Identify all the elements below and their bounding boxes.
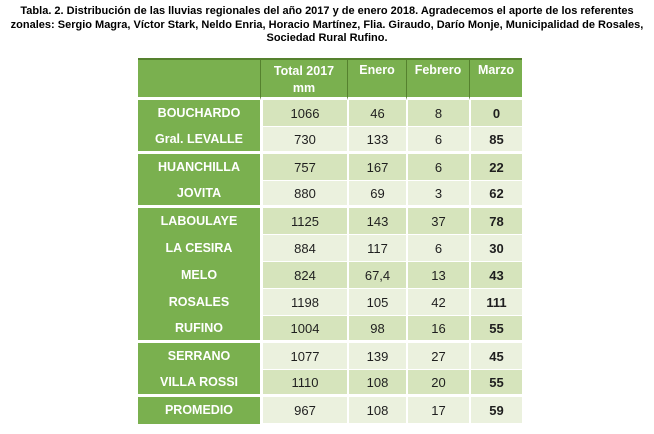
- table-row: BOUCHARDO 1066 46 8 0: [138, 100, 522, 127]
- table-row: JOVITA 880 69 3 62: [138, 181, 522, 208]
- cell-marzo: 78: [469, 208, 522, 235]
- table-body: BOUCHARDO 1066 46 8 0 Gral. LEVALLE 730 …: [138, 100, 522, 424]
- cell-enero: 167: [347, 154, 406, 181]
- row-label: VILLA ROSSI: [138, 370, 260, 397]
- cell-febrero: 37: [406, 208, 469, 235]
- row-label: SERRANO: [138, 343, 260, 370]
- cell-enero: 98: [347, 316, 406, 343]
- column-header-enero: Enero: [347, 58, 406, 100]
- cell-total: 730: [260, 127, 347, 154]
- cell-marzo: 62: [469, 181, 522, 208]
- column-header-total-line1: Total 2017: [273, 64, 335, 78]
- row-label: MELO: [138, 262, 260, 289]
- cell-enero: 108: [347, 397, 406, 424]
- cell-enero: 133: [347, 127, 406, 154]
- cell-marzo: 0: [469, 100, 522, 127]
- cell-total: 1110: [260, 370, 347, 397]
- table-row: RUFINO 1004 98 16 55: [138, 316, 522, 343]
- table-row: LA CESIRA 884 117 6 30: [138, 235, 522, 262]
- table-row: LABOULAYE 1125 143 37 78: [138, 208, 522, 235]
- cell-marzo: 22: [469, 154, 522, 181]
- row-label: JOVITA: [138, 181, 260, 208]
- rainfall-table: Total 2017 mm Enero Febrero Marzo BOUCHA…: [138, 58, 522, 424]
- cell-marzo: 45: [469, 343, 522, 370]
- column-header-total: Total 2017 mm: [260, 58, 347, 100]
- header-row: Total 2017 mm Enero Febrero Marzo: [138, 58, 522, 100]
- table-row: Gral. LEVALLE 730 133 6 85: [138, 127, 522, 154]
- row-label: BOUCHARDO: [138, 100, 260, 127]
- row-label: HUANCHILLA: [138, 154, 260, 181]
- table-caption: Tabla. 2. Distribución de las lluvias re…: [10, 5, 644, 44]
- cell-enero: 46: [347, 100, 406, 127]
- cell-total: 1077: [260, 343, 347, 370]
- cell-marzo: 43: [469, 262, 522, 289]
- column-header-febrero: Febrero: [406, 58, 469, 100]
- cell-total: 1125: [260, 208, 347, 235]
- table-row: HUANCHILLA 757 167 6 22: [138, 154, 522, 181]
- cell-febrero: 16: [406, 316, 469, 343]
- table-row: MELO 824 67,4 13 43: [138, 262, 522, 289]
- cell-total: 1066: [260, 100, 347, 127]
- cell-febrero: 6: [406, 235, 469, 262]
- cell-enero: 67,4: [347, 262, 406, 289]
- column-header-total-line2: mm: [292, 81, 316, 95]
- cell-total: 967: [260, 397, 347, 424]
- cell-total: 757: [260, 154, 347, 181]
- cell-enero: 117: [347, 235, 406, 262]
- cell-febrero: 27: [406, 343, 469, 370]
- cell-total: 884: [260, 235, 347, 262]
- row-label: PROMEDIO: [138, 397, 260, 424]
- row-label: LABOULAYE: [138, 208, 260, 235]
- column-header-corner: [138, 58, 260, 100]
- cell-marzo: 85: [469, 127, 522, 154]
- cell-febrero: 17: [406, 397, 469, 424]
- cell-febrero: 20: [406, 370, 469, 397]
- table-row: VILLA ROSSI 1110 108 20 55: [138, 370, 522, 397]
- cell-marzo: 59: [469, 397, 522, 424]
- row-label: RUFINO: [138, 316, 260, 343]
- cell-marzo: 55: [469, 370, 522, 397]
- cell-total: 824: [260, 262, 347, 289]
- cell-total: 1198: [260, 289, 347, 316]
- table-header: Total 2017 mm Enero Febrero Marzo: [138, 58, 522, 100]
- cell-febrero: 6: [406, 154, 469, 181]
- cell-total: 880: [260, 181, 347, 208]
- cell-febrero: 6: [406, 127, 469, 154]
- cell-febrero: 8: [406, 100, 469, 127]
- rainfall-table-container: Total 2017 mm Enero Febrero Marzo BOUCHA…: [138, 58, 522, 424]
- table-row: PROMEDIO 967 108 17 59: [138, 397, 522, 424]
- cell-enero: 69: [347, 181, 406, 208]
- row-label: ROSALES: [138, 289, 260, 316]
- cell-febrero: 13: [406, 262, 469, 289]
- cell-enero: 108: [347, 370, 406, 397]
- cell-enero: 143: [347, 208, 406, 235]
- column-header-marzo: Marzo: [469, 58, 522, 100]
- cell-enero: 105: [347, 289, 406, 316]
- row-label: Gral. LEVALLE: [138, 127, 260, 154]
- row-label: LA CESIRA: [138, 235, 260, 262]
- table-row: SERRANO 1077 139 27 45: [138, 343, 522, 370]
- cell-enero: 139: [347, 343, 406, 370]
- cell-total: 1004: [260, 316, 347, 343]
- cell-marzo: 30: [469, 235, 522, 262]
- table-row: ROSALES 1198 105 42 111: [138, 289, 522, 316]
- cell-febrero: 42: [406, 289, 469, 316]
- cell-marzo: 55: [469, 316, 522, 343]
- cell-febrero: 3: [406, 181, 469, 208]
- cell-marzo: 111: [469, 289, 522, 316]
